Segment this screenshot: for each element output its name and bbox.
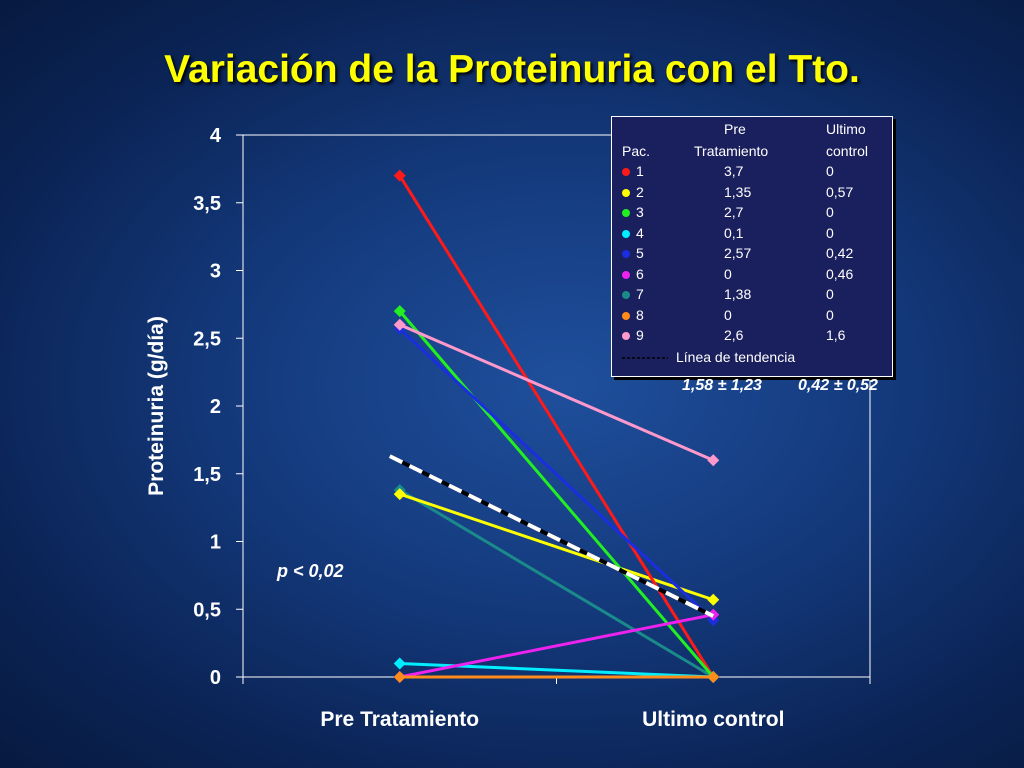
y-tick-label: 0: [210, 667, 221, 689]
axes: 0 0,5 1 1,5 2 2,5 3 3,5 4 Pre Tratamiento Ultimo c…: [193, 125, 871, 731]
legend-header-pre-2: Tratamiento: [694, 143, 769, 159]
legend-pre-value: 0: [724, 306, 732, 323]
legend-pre-value: 2,57: [724, 245, 752, 261]
legend-post-value: 1,6: [826, 327, 846, 343]
series-line: [399, 613, 714, 679]
legend-header-pre-1: Pre: [724, 121, 746, 137]
slide-title: Variación de la Proteinuria con el Tto.: [164, 48, 860, 91]
y-tick-label: 1: [210, 532, 221, 554]
legend-header-post-1: Ultimo: [826, 121, 866, 137]
legend-pre-value: 2,7: [724, 204, 744, 220]
legend-marker: [622, 270, 630, 279]
legend-post-value: 0: [826, 163, 834, 179]
series-point: [707, 454, 720, 467]
p-value: p < 0,02: [277, 561, 344, 581]
legend-marker: [622, 168, 630, 176]
legend-marker: [622, 209, 630, 217]
y-tick-label: 4: [210, 125, 222, 147]
legend-pre-value: 0: [724, 265, 732, 282]
legend-header-pac: Pac.: [622, 143, 651, 159]
legend: Pre Tratamiento Ultimo control Pac. 1 3,7…: [611, 116, 893, 377]
y-axis-label: Proteinuria (g/día): [145, 316, 168, 496]
trend-line: [388, 454, 715, 618]
legend-pre-value: 1,35: [724, 183, 752, 200]
legend-post-value: 0: [826, 204, 834, 220]
legend-post-value: 0,42: [826, 245, 854, 261]
legend-marker: [622, 229, 630, 238]
series-point: [707, 593, 720, 606]
y-axis-label-group: Proteinuria (g/día): [145, 316, 168, 496]
series-point: [393, 305, 406, 318]
series-line: [398, 174, 715, 678]
legend-pre-value: 0,1: [724, 224, 744, 241]
legend-pac: 8: [636, 306, 644, 323]
y-tick-label: 0,5: [193, 599, 221, 621]
legend-header-post-2: control: [826, 143, 869, 159]
y-tick-label: 3: [210, 261, 221, 283]
series-point: [393, 169, 406, 182]
legend-trend-label: Línea de tendencia: [676, 349, 796, 365]
legend-pac: 4: [636, 224, 644, 241]
legend-pac: 9: [636, 327, 644, 343]
series-2: [393, 488, 720, 606]
legend-marker: [622, 250, 630, 258]
series-line: [399, 492, 714, 602]
legend-pre-value: 2,6: [724, 327, 744, 343]
legend-pac: 1: [636, 163, 644, 179]
series-7: [393, 484, 720, 683]
trend-legend-line: [622, 357, 668, 359]
legend-pac: 7: [636, 286, 644, 302]
legend-pac: 3: [636, 204, 644, 220]
y-tick-label: 3,5: [193, 193, 221, 215]
stat-pre: 1,58 ± 1,23: [682, 377, 762, 394]
legend-pac: 5: [636, 245, 644, 261]
series-point: [393, 671, 406, 683]
legend-post-value: 0,46: [826, 265, 854, 282]
series-line: [398, 310, 715, 678]
series-layer: [388, 169, 720, 683]
x-tick-label: Ultimo control: [642, 708, 784, 731]
legend-post-value: 0: [826, 224, 834, 241]
series-9: [393, 318, 720, 467]
legend-pre-value: 3,7: [724, 163, 744, 179]
legend-post-value: 0: [826, 286, 834, 302]
legend-pre-value: 1,38: [724, 286, 752, 302]
series-point: [393, 657, 406, 670]
legend-marker: [622, 311, 630, 320]
legend-marker: [622, 291, 630, 299]
series-line: [399, 323, 714, 462]
stat-post: 0,42 ± 0,52: [798, 377, 878, 394]
series-point: [393, 318, 406, 331]
x-tick-label: Pre Tratamiento: [320, 708, 479, 731]
legend-marker: [622, 188, 630, 197]
y-tick-label: 2,5: [193, 328, 221, 350]
series-line: [398, 488, 715, 679]
legend-marker: [622, 332, 630, 340]
y-tick-label: 2: [210, 396, 221, 418]
series-6: [393, 608, 720, 683]
series-8: [393, 671, 720, 683]
legend-pac: 2: [636, 183, 644, 200]
legend-post-value: 0,57: [826, 183, 854, 200]
series-line: [398, 327, 715, 622]
legend-pac: 6: [636, 265, 644, 282]
series-point: [707, 671, 720, 683]
series-point: [393, 488, 406, 501]
series-line: [399, 661, 714, 679]
legend-post-value: 0: [826, 306, 834, 323]
y-tick-label: 1,5: [193, 464, 221, 486]
